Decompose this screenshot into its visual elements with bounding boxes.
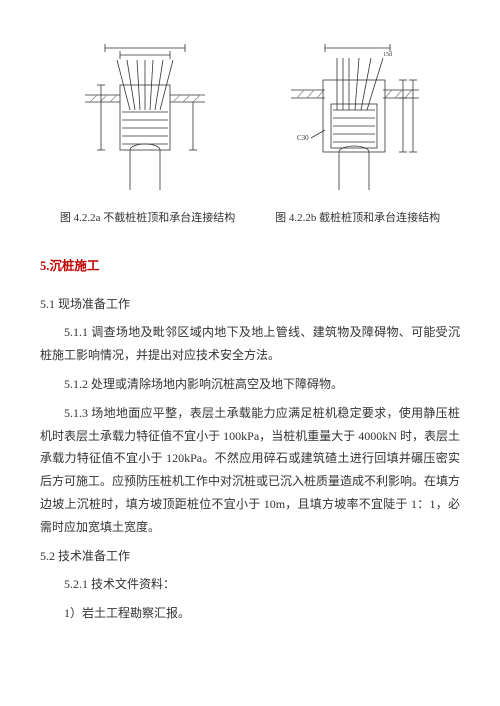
c30-label: C30 [297,134,309,142]
section-5-title: 5.沉桩施工 [40,255,460,279]
caption-a: 图 4.2.2a 不截桩桩顶和承台连接结构 [60,208,235,229]
pile-diagram-b: 15d [285,40,425,190]
para-5-1-2: 5.1.2 处理或清除场地内影响沉桩高空及地下障碍物。 [40,373,460,396]
figure-a [75,40,215,190]
svg-text:15d: 15d [383,52,392,58]
para-5-1-1: 5.1.1 调查场地及毗邻区域内地下及地上管线、建筑物及障碍物、可能受沉桩施工影… [40,321,460,367]
subsection-5-1: 5.1 现场准备工作 [40,293,460,316]
figures-row: 15d [40,40,460,190]
para-5-1-3: 5.1.3 场地地面应平整，表层土承载能力应满足桩机稳定要求，使用静压桩机时表层… [40,402,460,539]
para-5-2-1: 5.2.1 技术文件资料： [40,573,460,596]
pile-diagram-a [75,40,215,190]
figure-captions: 图 4.2.2a 不截桩桩顶和承台连接结构 图 4.2.2b 截桩桩顶和承台连接… [40,208,460,229]
subsection-5-2: 5.2 技术准备工作 [40,545,460,568]
item-5-2-1-1: 1）岩土工程勘察汇报。 [40,602,460,625]
figure-b: 15d [285,40,425,190]
caption-b: 图 4.2.2b 截桩桩顶和承台连接结构 [275,208,440,229]
